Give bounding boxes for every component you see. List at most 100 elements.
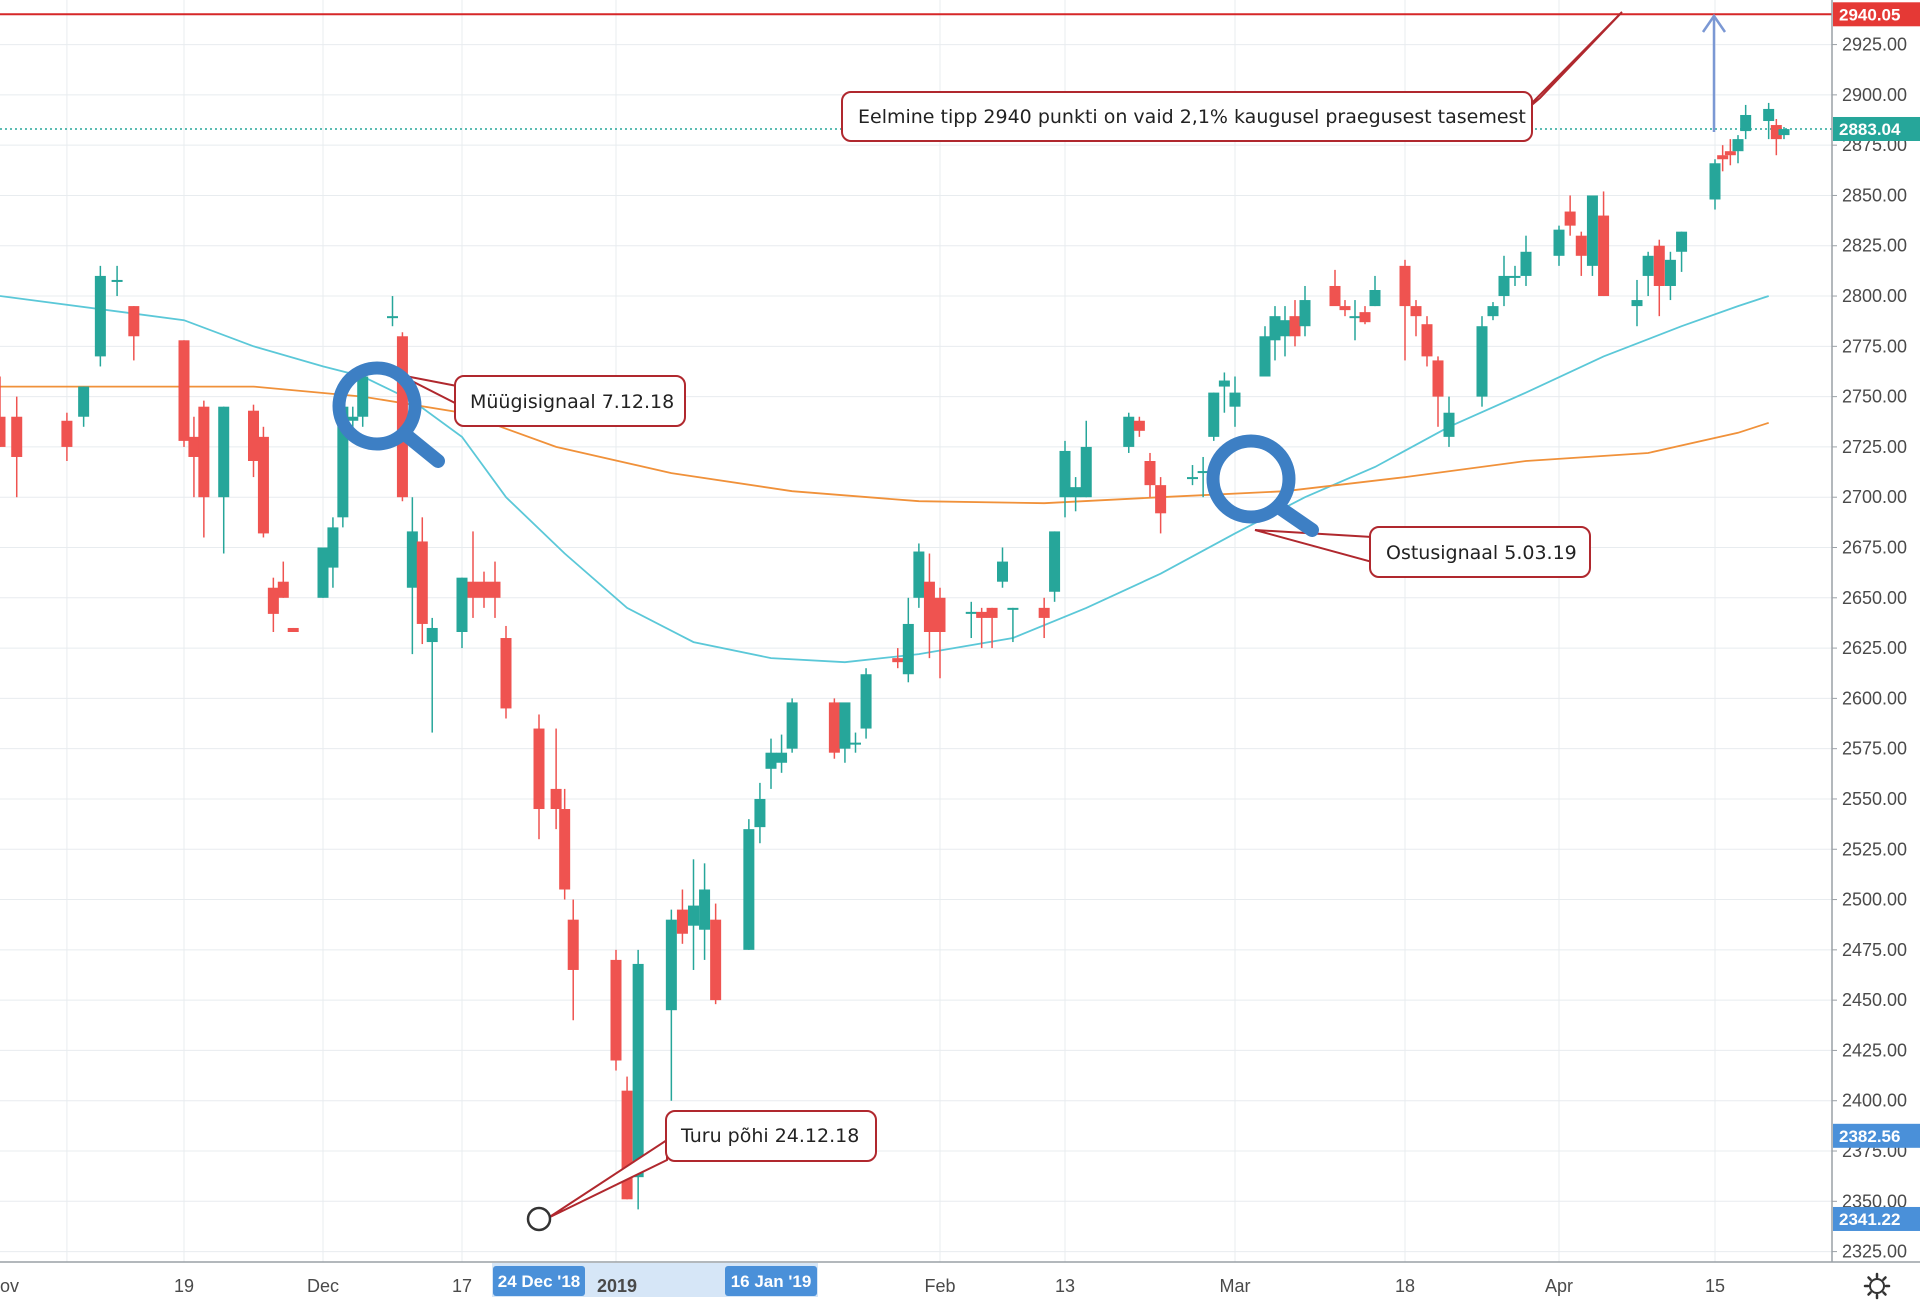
price-tick-label: 2700.00 — [1842, 487, 1907, 507]
candle — [610, 949, 622, 1071]
time-axis[interactable]: ov 19 Dec 17 2019 Feb 13 Mar 18 Apr 15 — [0, 1276, 1725, 1296]
candle — [743, 819, 755, 950]
candle — [0, 376, 6, 447]
candle-body — [1229, 392, 1241, 407]
candle-body — [1349, 316, 1361, 319]
candle — [1717, 145, 1729, 172]
annotation-market-bottom[interactable]: Turu põhi 24.12.18 — [547, 1110, 877, 1219]
candle — [665, 909, 677, 1101]
price-axis-pill-bg — [1833, 1206, 1920, 1231]
candle-body — [277, 581, 289, 598]
price-axis-pill-bg — [1833, 116, 1920, 141]
candle-body — [1049, 531, 1061, 592]
candle-body — [828, 702, 840, 753]
settings-gear-icon[interactable] — [1863, 1272, 1891, 1300]
grid — [0, 0, 1832, 1262]
candle — [1229, 376, 1241, 427]
candle — [1498, 255, 1510, 307]
candle-body — [688, 905, 699, 926]
candle-body — [128, 306, 140, 337]
candle — [710, 903, 722, 1005]
candle-body — [965, 611, 977, 614]
candle — [426, 617, 438, 733]
candle-body — [1208, 392, 1220, 437]
candle-body — [923, 581, 935, 632]
time-highlight-pill-bg — [493, 1266, 585, 1296]
candle — [776, 734, 788, 773]
candle — [1676, 231, 1688, 272]
candle — [1187, 465, 1198, 486]
candle — [839, 702, 851, 763]
price-tick-label: 2325.00 — [1842, 1242, 1907, 1262]
candle-body — [1642, 255, 1654, 276]
candle-body — [1487, 306, 1499, 317]
candle — [1038, 597, 1050, 639]
candle — [1487, 302, 1499, 321]
annotation-previous-peak[interactable]: Eelmine tipp 2940 punkti on vaid 2,1% ka… — [841, 11, 1623, 142]
time-tick-label: ov — [0, 1276, 19, 1296]
candle-body — [1653, 245, 1665, 286]
candle-body — [357, 376, 369, 417]
price-tick-label: 2500.00 — [1842, 890, 1907, 910]
candle — [1664, 251, 1676, 301]
candle-body — [699, 889, 711, 930]
candle — [1586, 195, 1598, 276]
candle-body — [467, 581, 479, 598]
candle — [1476, 316, 1488, 407]
candle — [257, 426, 269, 538]
candle-body — [1123, 416, 1135, 447]
candle-body — [396, 336, 408, 498]
candle — [754, 782, 766, 844]
candle — [1432, 356, 1444, 427]
time-tick-label: 18 — [1395, 1276, 1415, 1296]
candle-body — [1070, 487, 1082, 498]
candle — [997, 547, 1008, 588]
candle-body — [406, 531, 418, 588]
candle — [111, 265, 123, 297]
candle — [387, 296, 398, 327]
candle — [1208, 392, 1220, 441]
candle — [327, 517, 339, 588]
candle-body — [1476, 326, 1488, 397]
callout-box — [1369, 526, 1591, 578]
candle-body — [456, 577, 468, 632]
candle-body — [198, 406, 210, 498]
price-axis-labels: 2940.05 2883.04 2382.56 2341.22 — [1833, 2, 1920, 1231]
time-tick-label: Apr — [1545, 1276, 1573, 1296]
price-tick-label: 2650.00 — [1842, 588, 1907, 608]
candle — [198, 400, 210, 538]
candle — [699, 863, 711, 960]
price-axis[interactable]: 2325.002350.002375.002400.002425.002450.… — [1832, 35, 1907, 1262]
candle-body — [94, 275, 106, 357]
annotation-buy-signal[interactable]: Ostusignaal 5.03.19 — [1254, 526, 1591, 578]
candle — [1218, 372, 1230, 413]
candle-body — [1187, 477, 1198, 480]
candle-body — [559, 809, 571, 890]
candle — [1598, 191, 1610, 297]
candle — [277, 561, 289, 598]
candle — [188, 416, 200, 498]
price-tick-label: 2900.00 — [1842, 85, 1907, 105]
candle-body — [1421, 324, 1433, 357]
candle — [1289, 300, 1301, 347]
candle-body — [426, 627, 438, 643]
candlesticks — [0, 102, 1790, 1210]
candle — [1642, 251, 1654, 297]
time-tick-label: Feb — [924, 1276, 955, 1296]
candle-body — [1007, 607, 1019, 610]
candle — [128, 306, 140, 361]
candle — [1553, 225, 1565, 266]
candle-body — [1732, 139, 1744, 152]
candle-body — [248, 410, 259, 461]
candle-body — [1553, 229, 1565, 256]
price-tick-label: 2425.00 — [1842, 1040, 1907, 1060]
price-axis-pill-label: 2940.05 — [1839, 5, 1900, 24]
candle-body — [1259, 336, 1271, 377]
candle-body — [347, 416, 359, 421]
candle-body — [1778, 129, 1790, 136]
candle-body — [337, 406, 349, 518]
candle-body — [976, 611, 988, 618]
candle — [986, 607, 998, 649]
candle-body — [850, 742, 861, 745]
